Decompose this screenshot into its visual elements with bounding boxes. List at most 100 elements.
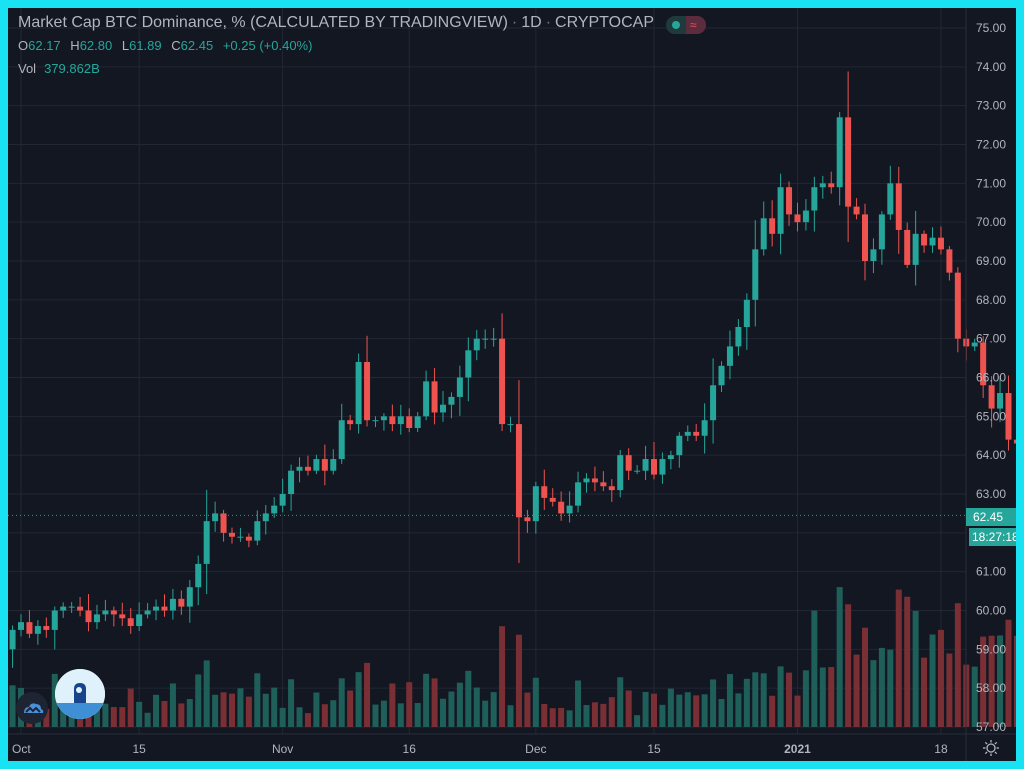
candle-body[interactable] (347, 420, 354, 425)
candle-body[interactable] (811, 187, 818, 211)
candle-body[interactable] (195, 563, 202, 588)
candle-body[interactable] (102, 610, 109, 615)
candle-body[interactable] (60, 606, 67, 611)
candle-body[interactable] (541, 486, 548, 498)
candle-body[interactable] (321, 459, 328, 471)
candle-body[interactable] (237, 536, 244, 538)
candle-body[interactable] (997, 393, 1004, 409)
candle-body[interactable] (558, 501, 565, 514)
candle-body[interactable] (659, 459, 666, 475)
candle-body[interactable] (710, 385, 717, 421)
candle-body[interactable] (296, 466, 303, 471)
candle-body[interactable] (988, 385, 995, 409)
cloud-logo-icon[interactable] (16, 692, 48, 724)
candle-body[interactable] (625, 455, 632, 471)
candle-body[interactable] (440, 404, 446, 413)
candlestick-chart[interactable]: 57.0058.0059.0060.0061.0062.0063.0064.00… (8, 8, 1016, 761)
candle-body[interactable] (937, 237, 944, 250)
candle-body[interactable] (878, 214, 885, 250)
candle-body[interactable] (642, 459, 649, 471)
candle-body[interactable] (726, 346, 733, 366)
candle-body[interactable] (271, 505, 278, 514)
candle-body[interactable] (549, 497, 556, 502)
candle-body[interactable] (634, 470, 641, 472)
candle-body[interactable] (802, 210, 809, 223)
candle-body[interactable] (819, 183, 826, 188)
candle-body[interactable] (676, 435, 683, 456)
candle-body[interactable] (617, 455, 624, 491)
candle-body[interactable] (482, 338, 489, 340)
candle-body[interactable] (735, 327, 742, 347)
candle-body[interactable] (954, 272, 961, 339)
candle-body[interactable] (718, 365, 725, 386)
candle-body[interactable] (34, 626, 41, 634)
candle-body[interactable] (372, 420, 379, 422)
candle-body[interactable] (929, 237, 936, 246)
candle-body[interactable] (338, 420, 345, 460)
candle-body[interactable] (862, 214, 868, 261)
candle-body[interactable] (524, 517, 531, 522)
candle-body[interactable] (119, 614, 126, 619)
volume-legend[interactable]: Vol 379.862B (18, 61, 100, 76)
candle-body[interactable] (330, 459, 337, 471)
chart-frame[interactable]: 57.0058.0059.0060.0061.0062.0063.0064.00… (8, 8, 1016, 761)
candle-body[interactable] (921, 233, 928, 246)
candle-body[interactable] (43, 626, 50, 630)
candle-body[interactable] (456, 377, 463, 397)
candle-body[interactable] (229, 532, 235, 537)
candle-body[interactable] (904, 229, 911, 265)
candle-body[interactable] (85, 610, 92, 623)
symbol-title[interactable]: Market Cap BTC Dominance, % (CALCULATED … (18, 14, 508, 31)
candle-body[interactable] (136, 614, 143, 627)
candle-body[interactable] (397, 416, 404, 425)
candle-body[interactable] (262, 513, 269, 522)
candle-body[interactable] (507, 424, 514, 426)
candle-body[interactable] (828, 183, 835, 188)
candle-body[interactable] (566, 505, 573, 514)
candle-body[interactable] (701, 420, 708, 436)
candle-body[interactable] (693, 431, 700, 436)
candle-body[interactable] (423, 381, 430, 417)
candle-body[interactable] (186, 587, 193, 607)
candle-body[interactable] (836, 117, 843, 188)
candle-body[interactable] (18, 622, 24, 630)
candle-body[interactable] (406, 416, 413, 428)
candle-body[interactable] (980, 342, 987, 386)
candle-body[interactable] (946, 249, 953, 273)
candle-body[interactable] (853, 206, 860, 215)
candle-body[interactable] (169, 598, 176, 611)
candle-body[interactable] (760, 218, 767, 250)
candle-body[interactable] (153, 606, 160, 611)
candle-body[interactable] (9, 629, 16, 650)
candle-body[interactable] (51, 610, 58, 630)
candle-body[interactable] (786, 187, 793, 215)
candle-body[interactable] (304, 466, 311, 471)
candle-body[interactable] (203, 521, 210, 564)
candle-body[interactable] (26, 622, 33, 634)
legend-toggle[interactable]: ≈ (666, 16, 706, 34)
candle-body[interactable] (684, 431, 691, 436)
candle-body[interactable] (1005, 393, 1012, 440)
candle-body[interactable] (532, 486, 539, 522)
candle-body[interactable] (870, 249, 877, 261)
candle-body[interactable] (220, 513, 227, 533)
candle-body[interactable] (575, 482, 582, 506)
candle-body[interactable] (895, 183, 902, 230)
candle-body[interactable] (667, 455, 674, 460)
candle-body[interactable] (752, 249, 759, 300)
candle-body[interactable] (651, 459, 657, 475)
candle-body[interactable] (473, 338, 480, 351)
mascot-logo-icon[interactable] (55, 669, 105, 719)
candle-body[interactable] (591, 478, 598, 483)
candle-body[interactable] (499, 338, 506, 425)
candle-body[interactable] (465, 350, 472, 378)
candle-body[interactable] (794, 214, 801, 223)
candle-body[interactable] (583, 478, 590, 483)
candle-body[interactable] (448, 396, 455, 405)
candle-body[interactable] (845, 117, 852, 207)
candle-body[interactable] (414, 416, 421, 428)
candle-body[interactable] (68, 606, 75, 608)
candle-body[interactable] (1013, 439, 1016, 444)
interval-label[interactable]: 1D (521, 14, 542, 31)
candle-body[interactable] (161, 606, 168, 611)
